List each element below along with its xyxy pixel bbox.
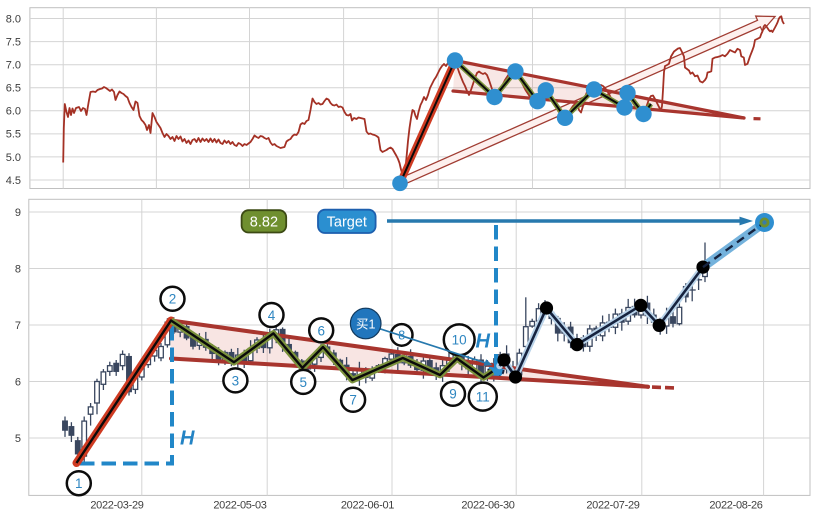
svg-text:11: 11: [476, 390, 490, 405]
svg-text:Target: Target: [327, 215, 367, 231]
svg-text:7.5: 7.5: [6, 36, 21, 48]
svg-text:2022-07-29: 2022-07-29: [586, 500, 639, 512]
svg-text:7.0: 7.0: [6, 60, 21, 72]
svg-text:5: 5: [299, 375, 307, 390]
svg-text:6: 6: [15, 376, 21, 388]
svg-text:1: 1: [75, 476, 83, 491]
svg-text:2022-06-01: 2022-06-01: [341, 500, 394, 512]
svg-text:10: 10: [452, 333, 467, 348]
svg-text:6: 6: [317, 323, 325, 338]
svg-text:3: 3: [232, 373, 240, 388]
svg-text:2: 2: [169, 292, 177, 307]
svg-text:2022-06-30: 2022-06-30: [461, 500, 514, 512]
svg-text:8.0: 8.0: [6, 13, 21, 25]
svg-text:H: H: [180, 428, 195, 450]
svg-text:买1: 买1: [356, 317, 376, 331]
svg-text:2022-03-29: 2022-03-29: [90, 500, 143, 512]
svg-text:8: 8: [15, 263, 21, 275]
svg-text:6.0: 6.0: [6, 106, 21, 118]
svg-text:7: 7: [349, 393, 357, 408]
svg-text:H: H: [476, 331, 491, 353]
svg-text:8.82: 8.82: [250, 215, 278, 231]
svg-text:9: 9: [15, 207, 21, 219]
svg-text:8: 8: [398, 328, 405, 342]
svg-text:7: 7: [15, 320, 21, 332]
svg-text:5.5: 5.5: [6, 129, 21, 141]
svg-text:2022-05-03: 2022-05-03: [213, 500, 266, 512]
svg-text:5: 5: [15, 433, 21, 445]
svg-text:4.5: 4.5: [6, 175, 21, 187]
svg-text:4: 4: [268, 308, 276, 323]
svg-text:6.5: 6.5: [6, 83, 21, 95]
svg-text:2022-08-26: 2022-08-26: [709, 500, 762, 512]
svg-text:5.0: 5.0: [6, 152, 21, 164]
svg-text:9: 9: [449, 387, 457, 402]
